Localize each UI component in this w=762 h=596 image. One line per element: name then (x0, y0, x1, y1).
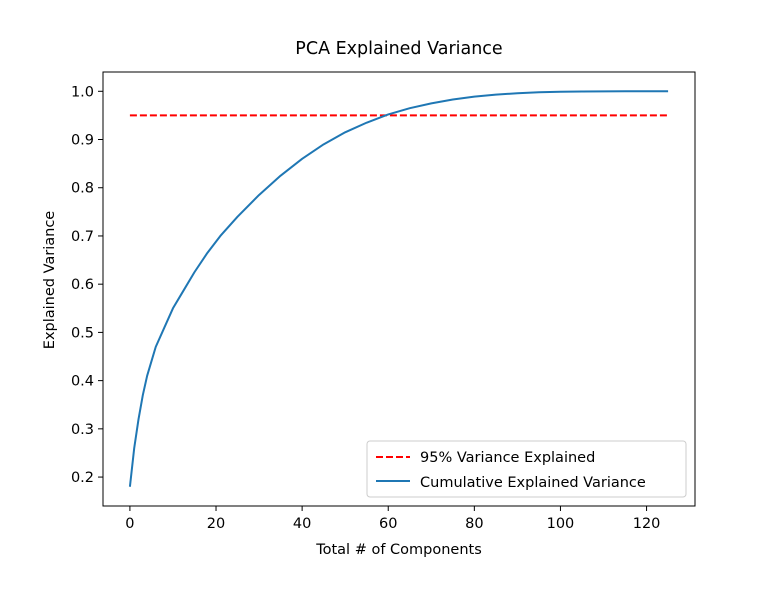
cumulative-variance-line (128, 90, 669, 487)
legend-entry-95-percent: 95% Variance Explained (420, 450, 595, 466)
plot-area (128, 90, 669, 487)
chart-title: PCA Explained Variance (295, 39, 502, 59)
y-tick-label: 1.0 (71, 84, 94, 100)
x-tick-label: 80 (465, 516, 483, 532)
x-tick-label: 120 (633, 516, 661, 532)
legend-frame (366, 440, 687, 498)
y-tick-label: 0.4 (71, 374, 94, 390)
axes-frame (102, 71, 696, 507)
y-tick-label: 0.7 (71, 229, 94, 245)
x-tick-label: 100 (547, 516, 575, 532)
y-tick-label: 0.3 (71, 422, 94, 438)
legend: 95% Variance Explained Cumulative Explai… (366, 440, 687, 498)
y-tick-label: 0.9 (71, 133, 94, 149)
x-tick-label: 40 (293, 516, 311, 532)
x-axis-label: Total # of Components (315, 542, 482, 558)
x-tick-label: 20 (207, 516, 225, 532)
y-tick-label: 0.5 (71, 325, 94, 341)
y-tick-label: 0.2 (71, 470, 94, 486)
y-tick-label: 0.8 (71, 181, 94, 197)
y-axis: 0.2 0.3 0.4 0.5 0.6 0.7 0.8 0.9 1.0 (71, 84, 103, 486)
x-tick-label: 60 (379, 516, 397, 532)
axes-border (102, 71, 696, 507)
x-axis: 0 20 40 60 80 100 120 (125, 506, 660, 532)
legend-entry-cumulative: Cumulative Explained Variance (420, 475, 646, 491)
y-tick-label: 0.6 (71, 277, 94, 293)
y-axis-label: Explained Variance (42, 211, 58, 350)
x-tick-label: 0 (125, 516, 134, 532)
